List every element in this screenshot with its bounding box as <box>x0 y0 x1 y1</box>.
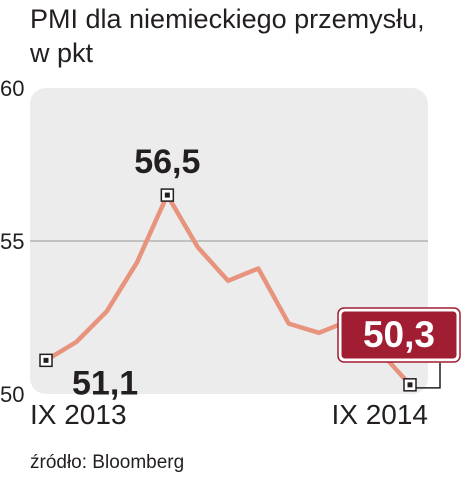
chart-title: PMI dla niemieckiego przemysłu, w pkt <box>30 2 460 70</box>
data-label-last: 50,3 <box>363 314 435 355</box>
data-point-4 <box>164 192 170 198</box>
source-note: źródło: Bloomberg <box>30 452 185 473</box>
data-point-0 <box>43 357 49 363</box>
y-tick-label-50: 50 <box>0 382 24 407</box>
y-tick-label-60: 60 <box>0 76 24 101</box>
data-label-first: 51,1 <box>72 364 138 402</box>
callout-box-outline <box>337 307 461 363</box>
y-tick-label-55: 55 <box>0 229 24 254</box>
callout-leader <box>415 362 441 389</box>
x-tick-label-start: IX 2013 <box>30 399 127 430</box>
data-point-12 <box>407 382 413 388</box>
x-tick-label-end: IX 2014 <box>331 399 428 430</box>
data-label-peak: 56,5 <box>134 143 200 181</box>
callout-box <box>338 308 460 362</box>
chart-title-line-1: PMI dla niemieckiego przemysłu, <box>30 4 425 34</box>
chart-title-line-2: w pkt <box>30 38 94 68</box>
